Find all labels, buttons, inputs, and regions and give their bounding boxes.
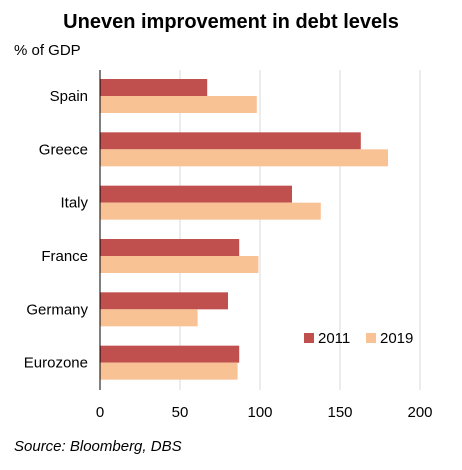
bar-germany-2019 (100, 309, 198, 327)
bar-france-2011 (100, 239, 240, 256)
y-tick-label-france: France (41, 248, 88, 265)
bar-greece-2019 (100, 149, 388, 167)
bar-germany-2011 (100, 292, 228, 310)
bars (100, 79, 388, 380)
tick-labels: 0 50 100 150 200 Spain Greece Italy France German… (24, 88, 433, 421)
x-tick-label-200: 200 (407, 404, 432, 421)
x-tick-label-100: 100 (247, 404, 272, 421)
bar-spain-2011 (100, 79, 208, 96)
y-tick-label-greece: Greece (39, 141, 88, 158)
legend-swatch-2019 (366, 333, 376, 343)
bar-italy-2019 (100, 202, 321, 220)
source-note: Source: Bloomberg, DBS (14, 438, 182, 455)
bar-italy-2011 (100, 185, 292, 203)
bar-france-2019 (100, 256, 259, 273)
y-tick-label-italy: Italy (60, 195, 88, 212)
x-tick-label-0: 0 (96, 404, 104, 421)
legend-label-2019: 2019 (380, 330, 413, 347)
bar-eurozone-2019 (100, 362, 238, 380)
legend: 2011 2019 (304, 330, 413, 347)
bar-eurozone-2011 (100, 345, 240, 363)
y-tick-label-germany: Germany (26, 301, 88, 318)
y-tick-label-spain: Spain (50, 88, 88, 105)
bar-greece-2011 (100, 132, 361, 150)
gridlines (179, 70, 421, 390)
chart-title: Uneven improvement in debt levels (63, 11, 399, 33)
x-tick-label-150: 150 (327, 404, 352, 421)
legend-label-2011: 2011 (318, 330, 350, 347)
unit-label: % of GDP (14, 42, 81, 59)
bar-spain-2019 (100, 96, 257, 113)
y-tick-label-eurozone: Eurozone (24, 355, 88, 372)
x-tick-label-50: 50 (172, 404, 189, 421)
legend-swatch-2011 (304, 333, 314, 343)
